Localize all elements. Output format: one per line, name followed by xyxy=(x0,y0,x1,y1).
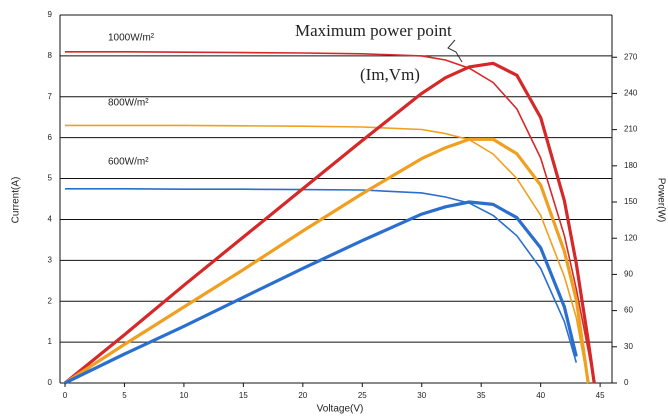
y-tick-label: 2 xyxy=(48,296,53,305)
x-tick-label: 5 xyxy=(122,391,127,400)
y2-tick-label: 150 xyxy=(624,197,638,206)
y-tick-label: 7 xyxy=(48,92,53,101)
annotation-arrow xyxy=(447,39,463,63)
y-axis-label: Current(A) xyxy=(11,177,22,224)
y2-tick-label: 30 xyxy=(624,342,633,351)
x-tick-label: 30 xyxy=(417,391,426,400)
y2-tick-label: 0 xyxy=(624,378,629,387)
plot-area xyxy=(60,15,612,383)
y2-tick-label: 60 xyxy=(624,306,633,315)
y2-tick-label: 180 xyxy=(624,161,638,170)
y-tick-label: 8 xyxy=(48,51,53,60)
power-curve xyxy=(63,61,596,385)
y-tick-label: 4 xyxy=(48,215,53,224)
x-tick-label: 0 xyxy=(63,391,68,400)
power-curve xyxy=(64,200,578,385)
annotation: 1000W/m² xyxy=(108,33,155,44)
y-tick-label: 9 xyxy=(48,10,53,19)
y2-tick-label: 240 xyxy=(624,89,638,98)
x-axis-label: Voltage(V) xyxy=(317,404,364,415)
y-tick-label: 1 xyxy=(48,337,53,346)
x-tick-label: 45 xyxy=(596,391,605,400)
annotation: Maximum power point xyxy=(295,21,452,40)
current-curve xyxy=(65,124,589,384)
y2-tick-label: 210 xyxy=(624,125,638,134)
x-tick-label: 20 xyxy=(298,391,307,400)
y-tick-label: 3 xyxy=(48,255,53,264)
y-tick-label: 0 xyxy=(48,378,53,387)
x-tick-label: 35 xyxy=(477,391,486,400)
y2-tick-label: 270 xyxy=(624,52,638,61)
annotation: (Im,Vm) xyxy=(360,65,420,84)
x-tick-label: 25 xyxy=(358,391,367,400)
y2-tick-label: 90 xyxy=(624,270,633,279)
annotation: 800W/m² xyxy=(108,98,149,109)
annotation: 600W/m² xyxy=(108,157,149,168)
current-curve xyxy=(65,51,595,384)
y-tick-label: 5 xyxy=(48,174,53,183)
current-curve xyxy=(65,188,578,363)
y2-tick-label: 120 xyxy=(624,233,638,242)
y2-axis-label: Power(W) xyxy=(655,178,666,222)
y-tick-label: 6 xyxy=(48,133,53,142)
x-tick-label: 15 xyxy=(239,391,248,400)
x-tick-label: 10 xyxy=(179,391,188,400)
x-tick-label: 40 xyxy=(536,391,545,400)
power-curve xyxy=(64,137,590,385)
